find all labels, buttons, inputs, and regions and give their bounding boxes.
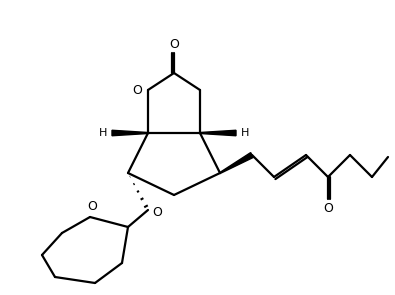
Polygon shape bbox=[220, 153, 253, 173]
Polygon shape bbox=[200, 130, 236, 136]
Text: O: O bbox=[323, 201, 333, 214]
Polygon shape bbox=[112, 130, 148, 136]
Text: O: O bbox=[87, 201, 97, 214]
Text: O: O bbox=[169, 37, 179, 50]
Text: O: O bbox=[132, 83, 142, 96]
Text: H: H bbox=[241, 128, 249, 138]
Text: O: O bbox=[152, 206, 162, 219]
Text: H: H bbox=[99, 128, 107, 138]
